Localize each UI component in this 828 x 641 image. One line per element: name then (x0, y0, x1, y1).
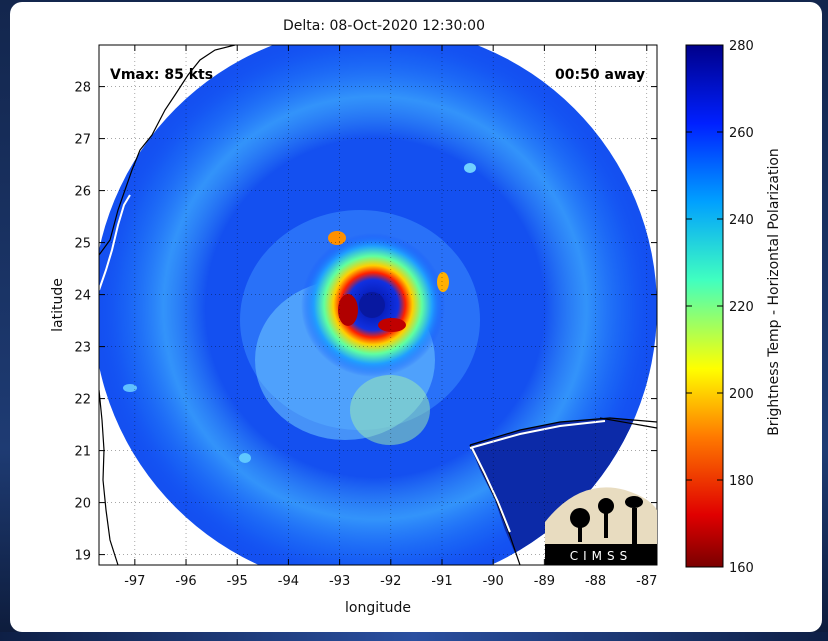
colorbar-tick-label: 260 (729, 126, 754, 141)
y-tick-label: 26 (74, 185, 91, 200)
colorbar-tick-label: 240 (729, 213, 754, 228)
eyewall-hot-west (338, 294, 358, 326)
colorbar-ticks: 160 180 200 220 240 260 280 (686, 39, 754, 576)
x-tick-label: -87 (636, 574, 657, 589)
storm-eye (359, 292, 385, 318)
colorbar-tick-label: 180 (729, 474, 754, 489)
x-tick-label: -96 (175, 574, 196, 589)
x-tick-label: -93 (329, 574, 350, 589)
x-axis-ticks: -97 -96 -95 -94 -93 -92 -91 -90 -89 -88 -87 (124, 574, 657, 589)
x-tick-label: -92 (380, 574, 401, 589)
y-axis-label: latitude (50, 278, 66, 332)
y-tick-label: 23 (74, 341, 91, 356)
coastline-highlight (99, 194, 606, 533)
x-tick-label: -89 (534, 574, 555, 589)
chart-title: Delta: 08-Oct-2020 12:30:00 (283, 18, 485, 34)
colorbar-tick-label: 280 (729, 39, 754, 54)
vmax-annotation: Vmax: 85 kts (110, 67, 213, 83)
y-axis-ticks: 19 20 21 22 23 24 25 26 27 28 (74, 81, 91, 564)
x-tick-label: -94 (278, 574, 299, 589)
colorbar-label: Brightness Temp - Horizontal Polarizatio… (766, 148, 782, 436)
plot-frame (98, 44, 658, 566)
colorbar-tick-label: 160 (729, 561, 754, 576)
y-tick-label: 28 (74, 81, 91, 96)
x-tick-label: -90 (483, 574, 504, 589)
x-axis-label: longitude (345, 600, 411, 616)
y-tick-label: 21 (74, 445, 91, 460)
swath-layer (99, 45, 657, 565)
x-tick-label: -97 (124, 574, 145, 589)
y-tick-label: 25 (74, 237, 91, 252)
y-tick-label: 24 (74, 289, 91, 304)
x-tick-label: -95 (227, 574, 248, 589)
colorbar-tick-label: 200 (729, 387, 754, 402)
y-tick-label: 27 (74, 133, 91, 148)
y-tick-label: 20 (74, 497, 91, 512)
colorbar-tick-label: 220 (729, 300, 754, 315)
x-tick-label: -91 (431, 574, 452, 589)
time-away-annotation: 00:50 away (555, 67, 645, 83)
cimss-logo-text: CIMSS (570, 549, 633, 563)
cimss-logo: CIMSS (545, 487, 657, 565)
y-tick-label: 22 (74, 393, 91, 408)
colorbar (685, 44, 724, 568)
bottom-bar (0, 632, 828, 641)
y-tick-label: 19 (74, 549, 91, 564)
x-tick-label: -88 (585, 574, 606, 589)
gridlines (99, 45, 657, 565)
eyewall-hot-east (378, 318, 406, 332)
